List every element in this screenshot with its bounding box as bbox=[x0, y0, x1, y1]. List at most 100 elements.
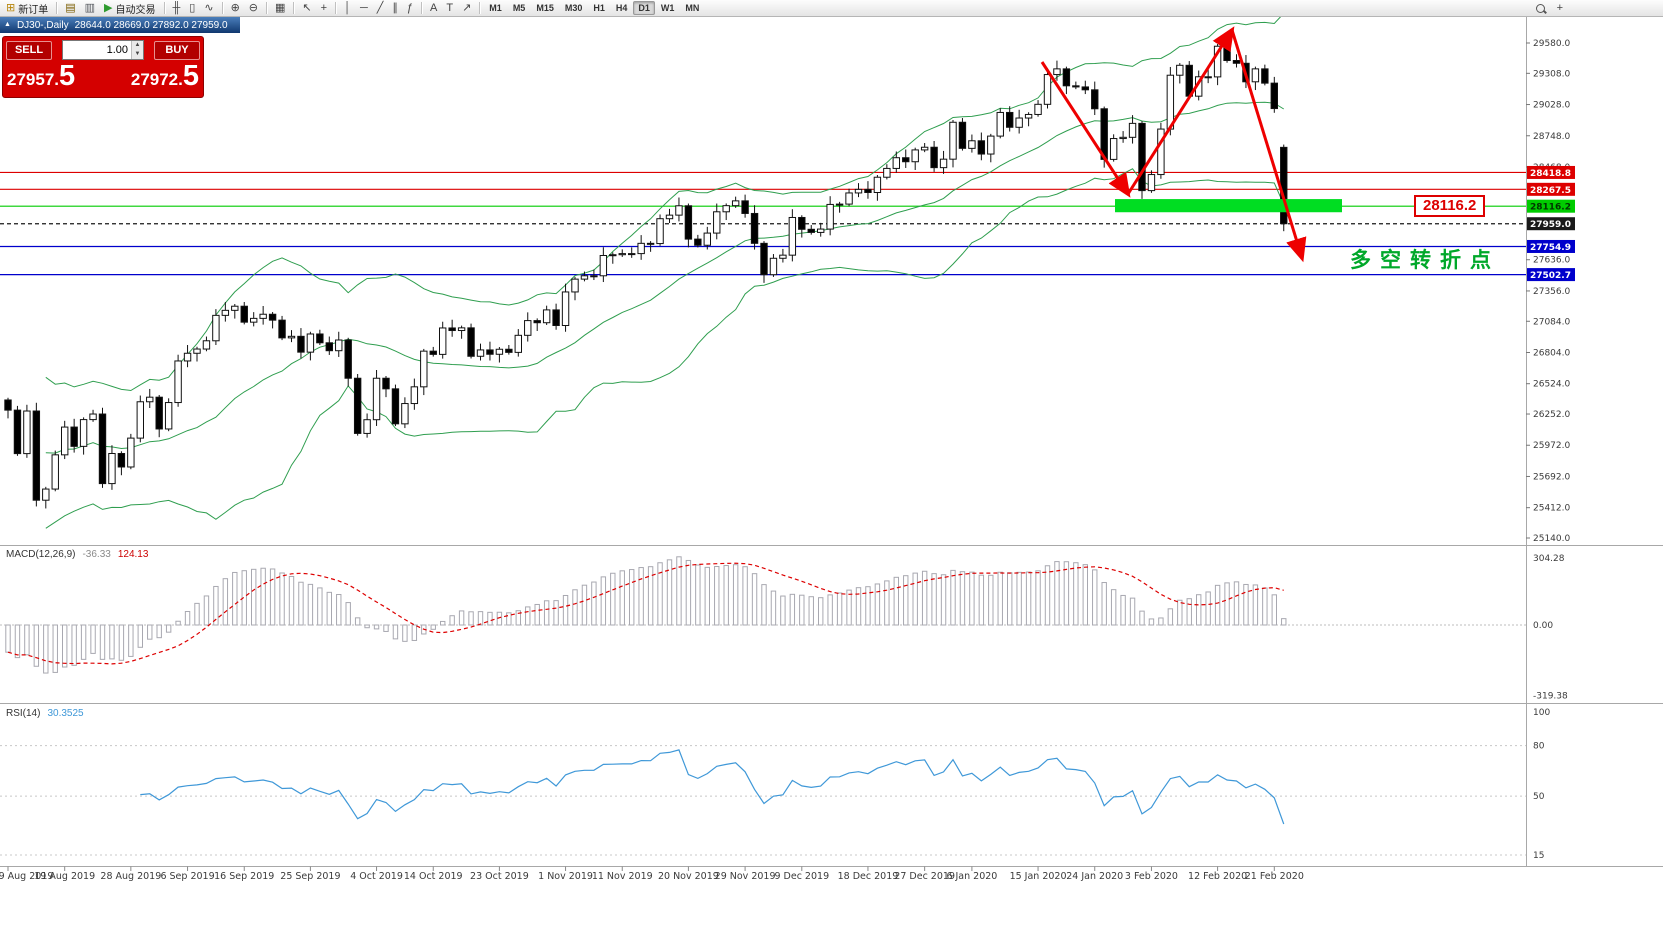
volume-stepper[interactable]: ▲ ▼ bbox=[62, 40, 144, 60]
vertical-line-icon: │ bbox=[344, 2, 351, 14]
svg-text:29308.0: 29308.0 bbox=[1533, 69, 1570, 79]
price-scale[interactable]: 29580.029308.029028.028748.028468.027636… bbox=[1526, 39, 1575, 544]
sell-price: 27957.5 bbox=[7, 60, 76, 92]
macd-signal-value: 124.13 bbox=[117, 549, 149, 560]
svg-text:28418.8: 28418.8 bbox=[1530, 169, 1571, 179]
autotrading-button[interactable]: ▶ 自动交易 bbox=[100, 0, 159, 17]
svg-text:9 Dec 2019: 9 Dec 2019 bbox=[774, 871, 829, 882]
chart-window-icon: ▲ bbox=[4, 21, 11, 28]
svg-text:80: 80 bbox=[1533, 742, 1545, 752]
svg-text:27356.0: 27356.0 bbox=[1533, 287, 1570, 297]
svg-text:19 Aug 2019: 19 Aug 2019 bbox=[34, 871, 95, 882]
volume-spinner[interactable]: ▲ ▼ bbox=[131, 41, 143, 59]
rsi-indicator-label: RSI(14) 30.3525 bbox=[6, 708, 84, 719]
svg-text:28267.5: 28267.5 bbox=[1530, 186, 1571, 196]
bar-chart-type-button[interactable]: ╫ bbox=[169, 0, 185, 17]
chart-symbol-period: DJ30-,Daily bbox=[16, 19, 69, 31]
tile-windows-button[interactable]: ▦ bbox=[271, 0, 289, 17]
cursor-icon: ↖ bbox=[302, 2, 312, 14]
bollinger-bands bbox=[45, 13, 1285, 529]
text-button[interactable]: T bbox=[442, 0, 457, 17]
svg-text:28748.0: 28748.0 bbox=[1533, 132, 1570, 142]
svg-text:25412.0: 25412.0 bbox=[1533, 504, 1570, 514]
svg-text:27 Dec 2019: 27 Dec 2019 bbox=[894, 871, 955, 882]
search-button[interactable] bbox=[1531, 0, 1552, 17]
svg-text:28 Aug 2019: 28 Aug 2019 bbox=[100, 871, 161, 882]
crosshair-button[interactable]: + bbox=[317, 0, 331, 17]
zoom-out-button[interactable]: ⊖ bbox=[245, 0, 262, 17]
panel-separators[interactable] bbox=[0, 17, 1663, 867]
chart-title-bar[interactable]: ▲ DJ30-,Daily 28644.0 28669.0 27892.0 27… bbox=[0, 17, 240, 33]
svg-text:6 Jan 2020: 6 Jan 2020 bbox=[946, 871, 997, 882]
svg-text:26804.0: 26804.0 bbox=[1533, 348, 1570, 358]
svg-text:0.00: 0.00 bbox=[1533, 621, 1553, 631]
svg-text:1 Nov 2019: 1 Nov 2019 bbox=[538, 871, 593, 882]
cursor-button[interactable]: ↖ bbox=[298, 0, 315, 17]
trendline-icon: ╱ bbox=[376, 2, 384, 14]
new-order-button[interactable]: ⊞ 新订单 bbox=[2, 0, 52, 17]
new-order-label: 新订单 bbox=[18, 4, 49, 16]
chart-annotations[interactable] bbox=[1040, 26, 1342, 263]
charts-window-button[interactable]: ▤ bbox=[61, 0, 79, 17]
macd-name: MACD(12,26,9) bbox=[6, 549, 76, 560]
line-chart-type-button[interactable]: ∿ bbox=[200, 0, 217, 17]
volume-down-button[interactable]: ▼ bbox=[132, 50, 143, 59]
horizontal-line-button[interactable]: ─ bbox=[356, 0, 372, 17]
add-button[interactable]: + bbox=[1553, 0, 1567, 17]
toolbar-separator bbox=[335, 2, 337, 14]
toolbar-separator bbox=[266, 2, 268, 14]
text-label-button[interactable]: A bbox=[426, 0, 441, 17]
svg-text:23 Oct 2019: 23 Oct 2019 bbox=[470, 871, 529, 882]
svg-text:26252.0: 26252.0 bbox=[1533, 410, 1570, 420]
sell-button[interactable]: SELL bbox=[6, 40, 52, 60]
arrows-icon: ↗ bbox=[462, 2, 472, 14]
timeframe-m1-button[interactable]: M1 bbox=[489, 3, 502, 13]
support-price-callout[interactable]: 28116.2 bbox=[1414, 195, 1486, 217]
svg-text:27084.0: 27084.0 bbox=[1533, 317, 1570, 327]
timeframe-mn-button[interactable]: MN bbox=[685, 3, 700, 13]
zoom-in-button[interactable]: ⊕ bbox=[227, 0, 244, 17]
magnifier-icon bbox=[1535, 3, 1545, 13]
rsi-panel: 100 80 50 15 bbox=[0, 708, 1550, 861]
candles bbox=[4, 41, 1288, 509]
vertical-line-button[interactable]: │ bbox=[340, 0, 355, 17]
timeframe-h4-button[interactable]: H4 bbox=[615, 3, 628, 13]
timeframe-m5-button[interactable]: M5 bbox=[512, 3, 526, 13]
buy-button[interactable]: BUY bbox=[154, 40, 200, 60]
svg-text:21 Feb 2020: 21 Feb 2020 bbox=[1245, 871, 1304, 882]
charts-window-icon: ▤ bbox=[65, 2, 76, 14]
timeframe-d1-button[interactable]: D1 bbox=[633, 1, 655, 15]
timeframe-m15-button[interactable]: M15 bbox=[536, 3, 554, 13]
svg-text:20 Nov 2019: 20 Nov 2019 bbox=[658, 871, 719, 882]
svg-text:29580.0: 29580.0 bbox=[1533, 39, 1570, 49]
svg-text:25140.0: 25140.0 bbox=[1533, 534, 1570, 544]
svg-text:27636.0: 27636.0 bbox=[1533, 256, 1570, 266]
volume-input[interactable] bbox=[63, 41, 131, 59]
svg-text:24 Jan 2020: 24 Jan 2020 bbox=[1066, 871, 1123, 882]
volume-up-button[interactable]: ▲ bbox=[132, 41, 143, 50]
svg-text:12 Feb 2020: 12 Feb 2020 bbox=[1188, 871, 1247, 882]
rsi-name: RSI(14) bbox=[6, 708, 41, 719]
zoom-out-icon: ⊖ bbox=[248, 2, 259, 14]
candlestick-type-icon: ▯ bbox=[189, 2, 196, 14]
svg-text:4 Oct 2019: 4 Oct 2019 bbox=[350, 871, 403, 882]
candlestick-type-button[interactable]: ▯ bbox=[185, 0, 199, 17]
equidistant-channel-icon: ∥ bbox=[392, 2, 398, 14]
annotation-note-text[interactable]: 多空转折点 bbox=[1350, 249, 1500, 272]
svg-text:100: 100 bbox=[1533, 708, 1550, 718]
fibonacci-button[interactable]: ƒ bbox=[403, 0, 417, 17]
trendline-button[interactable]: ╱ bbox=[373, 0, 388, 17]
timeframe-h1-button[interactable]: H1 bbox=[593, 3, 605, 13]
timeframe-w1-button[interactable]: W1 bbox=[660, 3, 675, 13]
rsi-value: 30.3525 bbox=[47, 708, 84, 719]
zoom-in-icon: ⊕ bbox=[230, 2, 240, 14]
equidistant-channel-button[interactable]: ∥ bbox=[388, 0, 402, 17]
arrows-button[interactable]: ↗ bbox=[458, 0, 475, 17]
svg-text:15 Jan 2020: 15 Jan 2020 bbox=[1010, 871, 1067, 882]
timeframe-m30-button[interactable]: M30 bbox=[564, 3, 583, 13]
profiles-button[interactable]: ▥ bbox=[81, 0, 99, 17]
toolbar-separator bbox=[56, 2, 58, 14]
horizontal-line-icon: ─ bbox=[359, 2, 368, 14]
